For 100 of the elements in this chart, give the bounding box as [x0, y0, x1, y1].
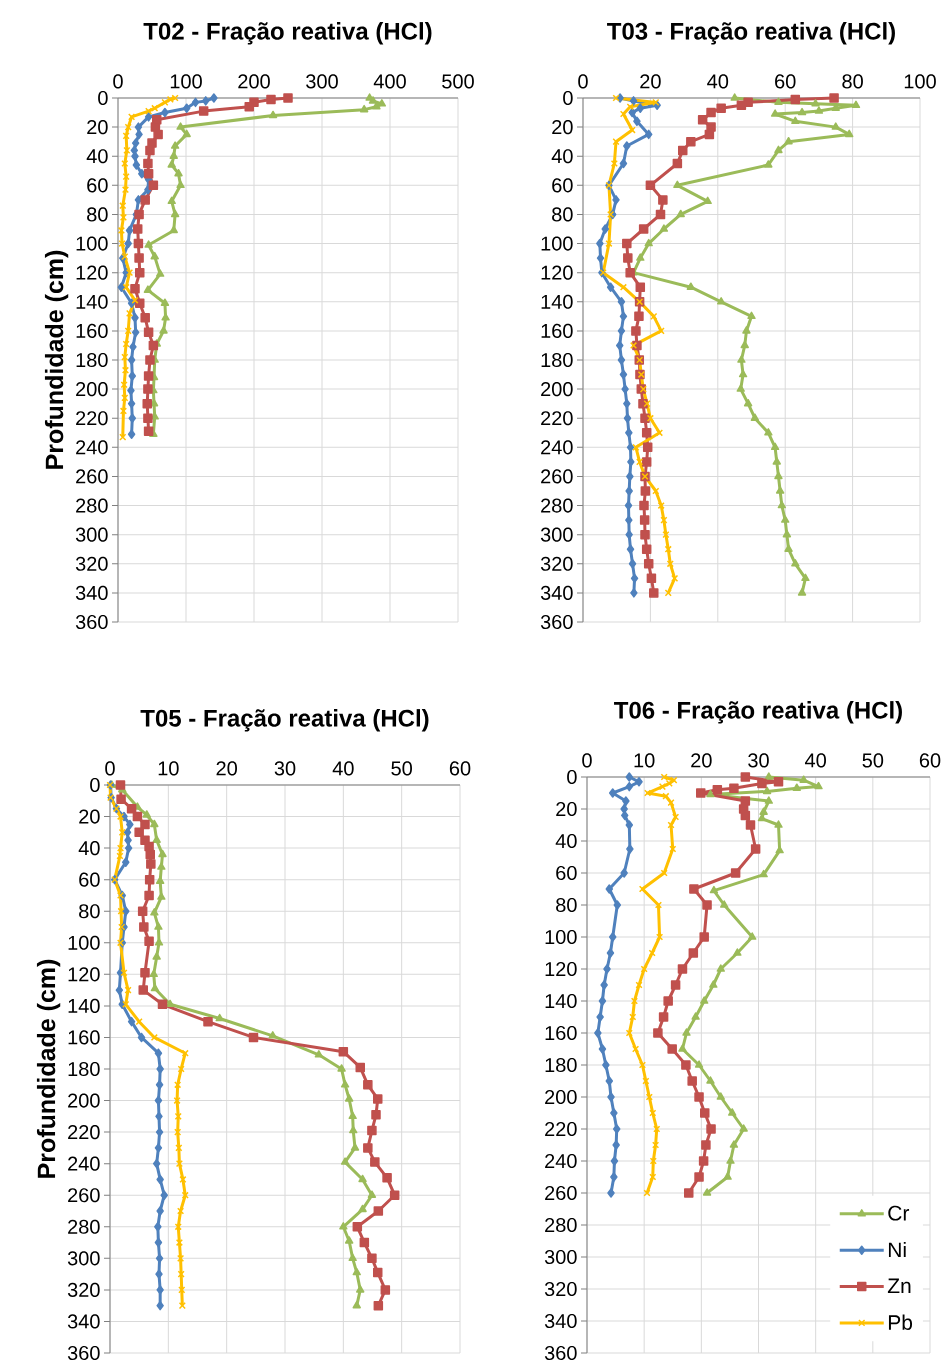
- x-tick-label: 60: [449, 761, 471, 776]
- y-axis-title: Profundidade (cm): [44, 250, 69, 469]
- y-tick-label: 340: [67, 1314, 100, 1329]
- y-tick-label: 280: [76, 498, 108, 513]
- y-tick-label: 40: [86, 149, 108, 164]
- y-tick-label: 160: [545, 1025, 577, 1041]
- y-tick-label: 300: [67, 1251, 100, 1266]
- x-tick-label: 20: [640, 74, 661, 89]
- y-tick-label: 100: [545, 929, 577, 945]
- x-tick-label: 20: [691, 753, 712, 768]
- legend-label: Pb: [888, 1314, 913, 1330]
- x-tick-label: 40: [804, 753, 826, 768]
- y-tick-label: 220: [76, 411, 108, 426]
- y-tick-label: 220: [68, 1125, 100, 1140]
- chart-title: T06 - Fração reativa (HCl): [614, 701, 902, 724]
- y-tick-label: 140: [76, 294, 108, 309]
- x-tick-label: 50: [862, 753, 884, 768]
- y-tick-label: 360: [540, 614, 573, 630]
- x-tick-label: 10: [634, 753, 655, 768]
- y-tick-label: 100: [76, 236, 108, 251]
- y-tick-label: 280: [545, 1217, 577, 1233]
- y-tick-label: 0: [90, 777, 100, 793]
- y-tick-label: 300: [75, 527, 108, 542]
- y-tick-label: 300: [544, 1249, 577, 1265]
- y-tick-label: 80: [87, 207, 108, 222]
- y-tick-label: 340: [540, 585, 573, 600]
- legend-label: Ni: [888, 1241, 906, 1258]
- y-tick-label: 200: [541, 382, 573, 397]
- y-tick-label: 120: [545, 961, 577, 977]
- y-tick-label: 260: [76, 469, 108, 484]
- y-axis-title: Profundidade (cm): [36, 959, 61, 1178]
- y-tick-label: 20: [87, 120, 108, 135]
- y-tick-label: 180: [68, 1061, 100, 1077]
- y-tick-label: 20: [556, 801, 577, 817]
- y-tick-label: 160: [68, 1030, 100, 1045]
- x-tick-label: 10: [158, 761, 179, 776]
- y-tick-label: 360: [67, 1345, 100, 1361]
- legend-label: Cr: [888, 1205, 910, 1221]
- y-tick-label: 300: [540, 527, 573, 542]
- x-tick-label: 500: [442, 74, 474, 89]
- y-tick-label: 140: [545, 993, 577, 1009]
- y-tick-label: 60: [556, 865, 577, 881]
- y-tick-label: 140: [541, 294, 573, 309]
- y-tick-label: 340: [544, 1313, 577, 1329]
- y-tick-label: 240: [545, 1153, 577, 1169]
- x-tick-label: 100: [904, 74, 936, 89]
- y-tick-label: 240: [68, 1156, 100, 1171]
- y-tick-label: 20: [552, 120, 573, 135]
- y-tick-label: 40: [555, 833, 577, 849]
- chart-title: T05 - Fração reativa (HCl): [140, 709, 429, 732]
- x-tick-label: 40: [707, 74, 729, 89]
- y-tick-label: 320: [544, 1281, 577, 1297]
- y-tick-label: 220: [541, 411, 573, 426]
- y-tick-label: 60: [87, 178, 108, 193]
- y-tick-label: 60: [552, 178, 573, 193]
- y-tick-label: 40: [551, 149, 573, 164]
- chart-title: T02 - Fração reativa (HCl): [143, 22, 432, 45]
- y-tick-label: 160: [76, 323, 108, 338]
- legend-label: Zn: [887, 1278, 911, 1294]
- y-tick-label: 200: [545, 1089, 577, 1105]
- y-tick-label: 220: [545, 1121, 577, 1137]
- x-tick-label: 60: [919, 753, 941, 768]
- y-tick-label: 360: [75, 614, 108, 630]
- y-tick-label: 120: [541, 265, 573, 280]
- x-tick-label: 200: [238, 74, 270, 89]
- x-tick-label: 30: [274, 761, 296, 776]
- y-tick-label: 180: [545, 1057, 577, 1073]
- y-tick-label: 160: [541, 323, 573, 338]
- x-tick-label: 100: [170, 74, 202, 89]
- y-tick-label: 180: [76, 352, 108, 368]
- y-tick-label: 120: [68, 967, 100, 982]
- y-tick-label: 200: [76, 382, 108, 397]
- y-tick-label: 100: [541, 236, 573, 251]
- y-tick-label: 360: [544, 1345, 577, 1361]
- y-tick-label: 0: [98, 90, 108, 106]
- y-tick-label: 140: [68, 998, 100, 1013]
- chart-title: T03 - Fração reativa (HCl): [607, 22, 895, 45]
- y-tick-label: 80: [556, 897, 577, 913]
- x-tick-label: 0: [582, 753, 592, 768]
- y-tick-label: 260: [68, 1188, 100, 1203]
- y-tick-label: 20: [79, 809, 100, 824]
- y-tick-label: 320: [67, 1282, 100, 1297]
- y-tick-label: 80: [79, 904, 100, 919]
- y-tick-label: 280: [541, 498, 573, 513]
- y-tick-label: 260: [545, 1185, 577, 1201]
- y-tick-label: 80: [552, 207, 573, 222]
- x-tick-label: 80: [842, 74, 863, 89]
- y-tick-label: 0: [563, 90, 573, 106]
- x-tick-label: 50: [391, 761, 412, 776]
- y-tick-label: 60: [79, 872, 100, 887]
- x-tick-label: 400: [373, 74, 406, 89]
- y-tick-label: 100: [68, 935, 100, 950]
- y-tick-label: 240: [76, 440, 108, 455]
- y-tick-label: 280: [68, 1219, 100, 1234]
- x-tick-label: 40: [332, 761, 354, 776]
- x-tick-label: 300: [306, 74, 338, 89]
- y-tick-label: 340: [75, 585, 108, 600]
- x-tick-label: 0: [113, 74, 123, 89]
- x-tick-label: 60: [775, 74, 796, 89]
- x-tick-label: 30: [748, 753, 769, 768]
